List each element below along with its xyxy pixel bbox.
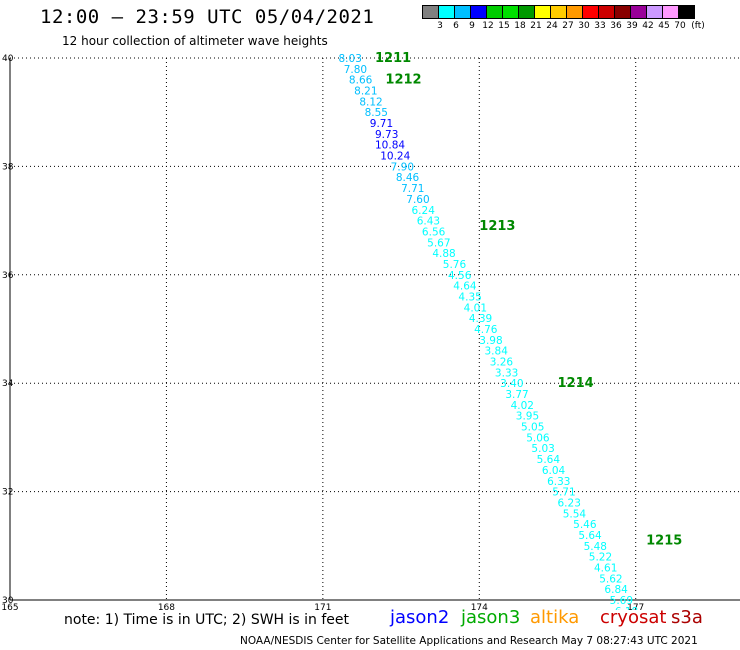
swh-value-label: 4.01 — [464, 302, 487, 314]
swh-value-label: 5.05 — [521, 422, 544, 434]
swh-value-label: 6.56 — [422, 226, 446, 238]
swh-value-label: 3.95 — [516, 411, 539, 423]
swh-value-label: 4.61 — [594, 562, 617, 574]
swh-value-label: 5.71 — [552, 487, 575, 499]
time-label: 1213 — [479, 219, 515, 234]
swh-value-label: 4.56 — [448, 270, 472, 282]
swh-value-label: 8.21 — [354, 86, 377, 98]
colorbar-label: 9 — [469, 21, 475, 31]
colorbar-label: 45 — [658, 21, 670, 31]
swh-value-label: 6.43 — [417, 216, 440, 228]
swh-value-label: 6.24 — [412, 205, 436, 217]
satellite-jason3: jason3 — [461, 607, 521, 628]
swh-value-label: 7.80 — [344, 64, 367, 76]
chart-title: 12:00 – 23:59 UTC 05/04/2021 — [40, 6, 375, 28]
swh-value-label: 4.02 — [511, 400, 534, 412]
colorbar-label: 3 — [437, 21, 443, 31]
time-label: 1215 — [646, 533, 682, 548]
swh-value-label: 9.71 — [370, 118, 393, 130]
x-tick-label: 177 — [627, 603, 644, 610]
note-text: note: 1) Time is in UTC; 2) SWH is in fe… — [64, 612, 350, 628]
swh-value-label: 6.18 — [615, 606, 638, 610]
swh-value-label: 4.76 — [474, 324, 498, 336]
y-tick-label: 34 — [2, 379, 14, 389]
swh-value-label: 5.48 — [584, 541, 607, 553]
colorbar-label: 30 — [578, 21, 590, 31]
colorbar-labels: 3 6 9 12 15 18 21 24 27 30 33 36 39 42 45 70 (ft) — [422, 21, 740, 33]
swh-value-label: 4.39 — [469, 313, 492, 325]
x-tick-label: 171 — [314, 603, 331, 610]
time-label: 1211 — [375, 51, 411, 66]
satellite-cryosat: cryosat — [600, 607, 667, 628]
swh-value-label: 7.60 — [406, 194, 429, 206]
swh-value-label: 8.12 — [359, 96, 382, 108]
colorbar-label: 33 — [594, 21, 606, 31]
swh-value-label: 5.64 — [537, 454, 561, 466]
swh-value-label: 5.22 — [589, 552, 612, 564]
x-tick-label: 174 — [471, 603, 488, 610]
swh-value-label: 4.64 — [453, 281, 477, 293]
colorbar-label: 12 — [482, 21, 494, 31]
swh-value-label: 9.73 — [375, 129, 398, 141]
swh-value-label: 6.23 — [558, 497, 581, 509]
colorbar-unit: (ft) — [691, 21, 705, 31]
time-label: 1214 — [558, 376, 594, 391]
colorbar-label: 18 — [514, 21, 526, 31]
colorbar-label: 6 — [453, 21, 459, 31]
swh-value-label: 7.90 — [391, 161, 414, 173]
colorbar-label: 39 — [626, 21, 638, 31]
swh-value-label: 3.98 — [479, 335, 502, 347]
y-tick-label: 32 — [2, 488, 13, 498]
swh-value-label: 8.66 — [349, 75, 373, 87]
swh-value-label: 5.06 — [526, 432, 550, 444]
colorbar-label: 15 — [498, 21, 510, 31]
colorbar-label: 70 — [674, 21, 686, 31]
y-tick-label: 36 — [2, 271, 14, 281]
swh-value-label: 3.33 — [495, 367, 518, 379]
colorbar — [422, 5, 695, 19]
swh-value-label: 5.69 — [610, 595, 633, 607]
swh-value-label: 5.67 — [427, 237, 450, 249]
satellite-altika: altika — [530, 607, 580, 628]
swh-value-label: 10.84 — [375, 140, 405, 152]
swh-value-label: 8.55 — [365, 107, 388, 119]
swh-value-label: 3.77 — [505, 389, 528, 401]
swh-value-label: 8.03 — [339, 53, 362, 65]
y-tick-label: 30 — [2, 596, 14, 606]
swh-value-label: 3.26 — [490, 357, 514, 369]
swh-value-label: 7.71 — [401, 183, 424, 195]
footer-credit: NOAA/NESDIS Center for Satellite Applica… — [240, 635, 698, 647]
swh-value-label: 5.62 — [599, 573, 622, 585]
swh-value-label: 4.88 — [432, 248, 455, 260]
swh-value-label: 10.24 — [380, 151, 410, 163]
swh-value-label: 4.35 — [458, 291, 481, 303]
swh-value-label: 5.03 — [531, 443, 554, 455]
colorbar-swatch — [678, 5, 695, 19]
y-tick-label: 40 — [2, 54, 14, 64]
swh-value-label: 5.54 — [563, 508, 587, 520]
chart-subtitle: 12 hour collection of altimeter wave hei… — [62, 34, 328, 48]
swh-value-label: 5.46 — [573, 519, 597, 531]
swh-value-label: 3.84 — [485, 346, 509, 358]
x-tick-label: 165 — [1, 603, 18, 610]
swh-value-label: 3.40 — [500, 378, 523, 390]
colorbar-label: 21 — [530, 21, 542, 31]
y-tick-label: 38 — [2, 162, 14, 172]
time-label: 1212 — [385, 73, 421, 88]
colorbar-label: 27 — [562, 21, 574, 31]
swh-value-label: 6.84 — [604, 584, 628, 596]
swh-value-label: 5.64 — [578, 530, 602, 542]
altimeter-plot: 165 168 171 174 1774038363432308.037.808.668… — [1, 51, 740, 610]
colorbar-label: 42 — [642, 21, 654, 31]
swh-value-label: 6.33 — [547, 476, 570, 488]
satellite-s3a: s3a — [671, 607, 703, 628]
colorbar-label: 36 — [610, 21, 622, 31]
swh-value-label: 5.76 — [443, 259, 467, 271]
swh-value-label: 6.04 — [542, 465, 566, 477]
satellite-jason2: jason2 — [390, 607, 450, 628]
swh-value-label: 8.46 — [396, 172, 420, 184]
colorbar-label: 24 — [546, 21, 558, 31]
x-tick-label: 168 — [158, 603, 175, 610]
